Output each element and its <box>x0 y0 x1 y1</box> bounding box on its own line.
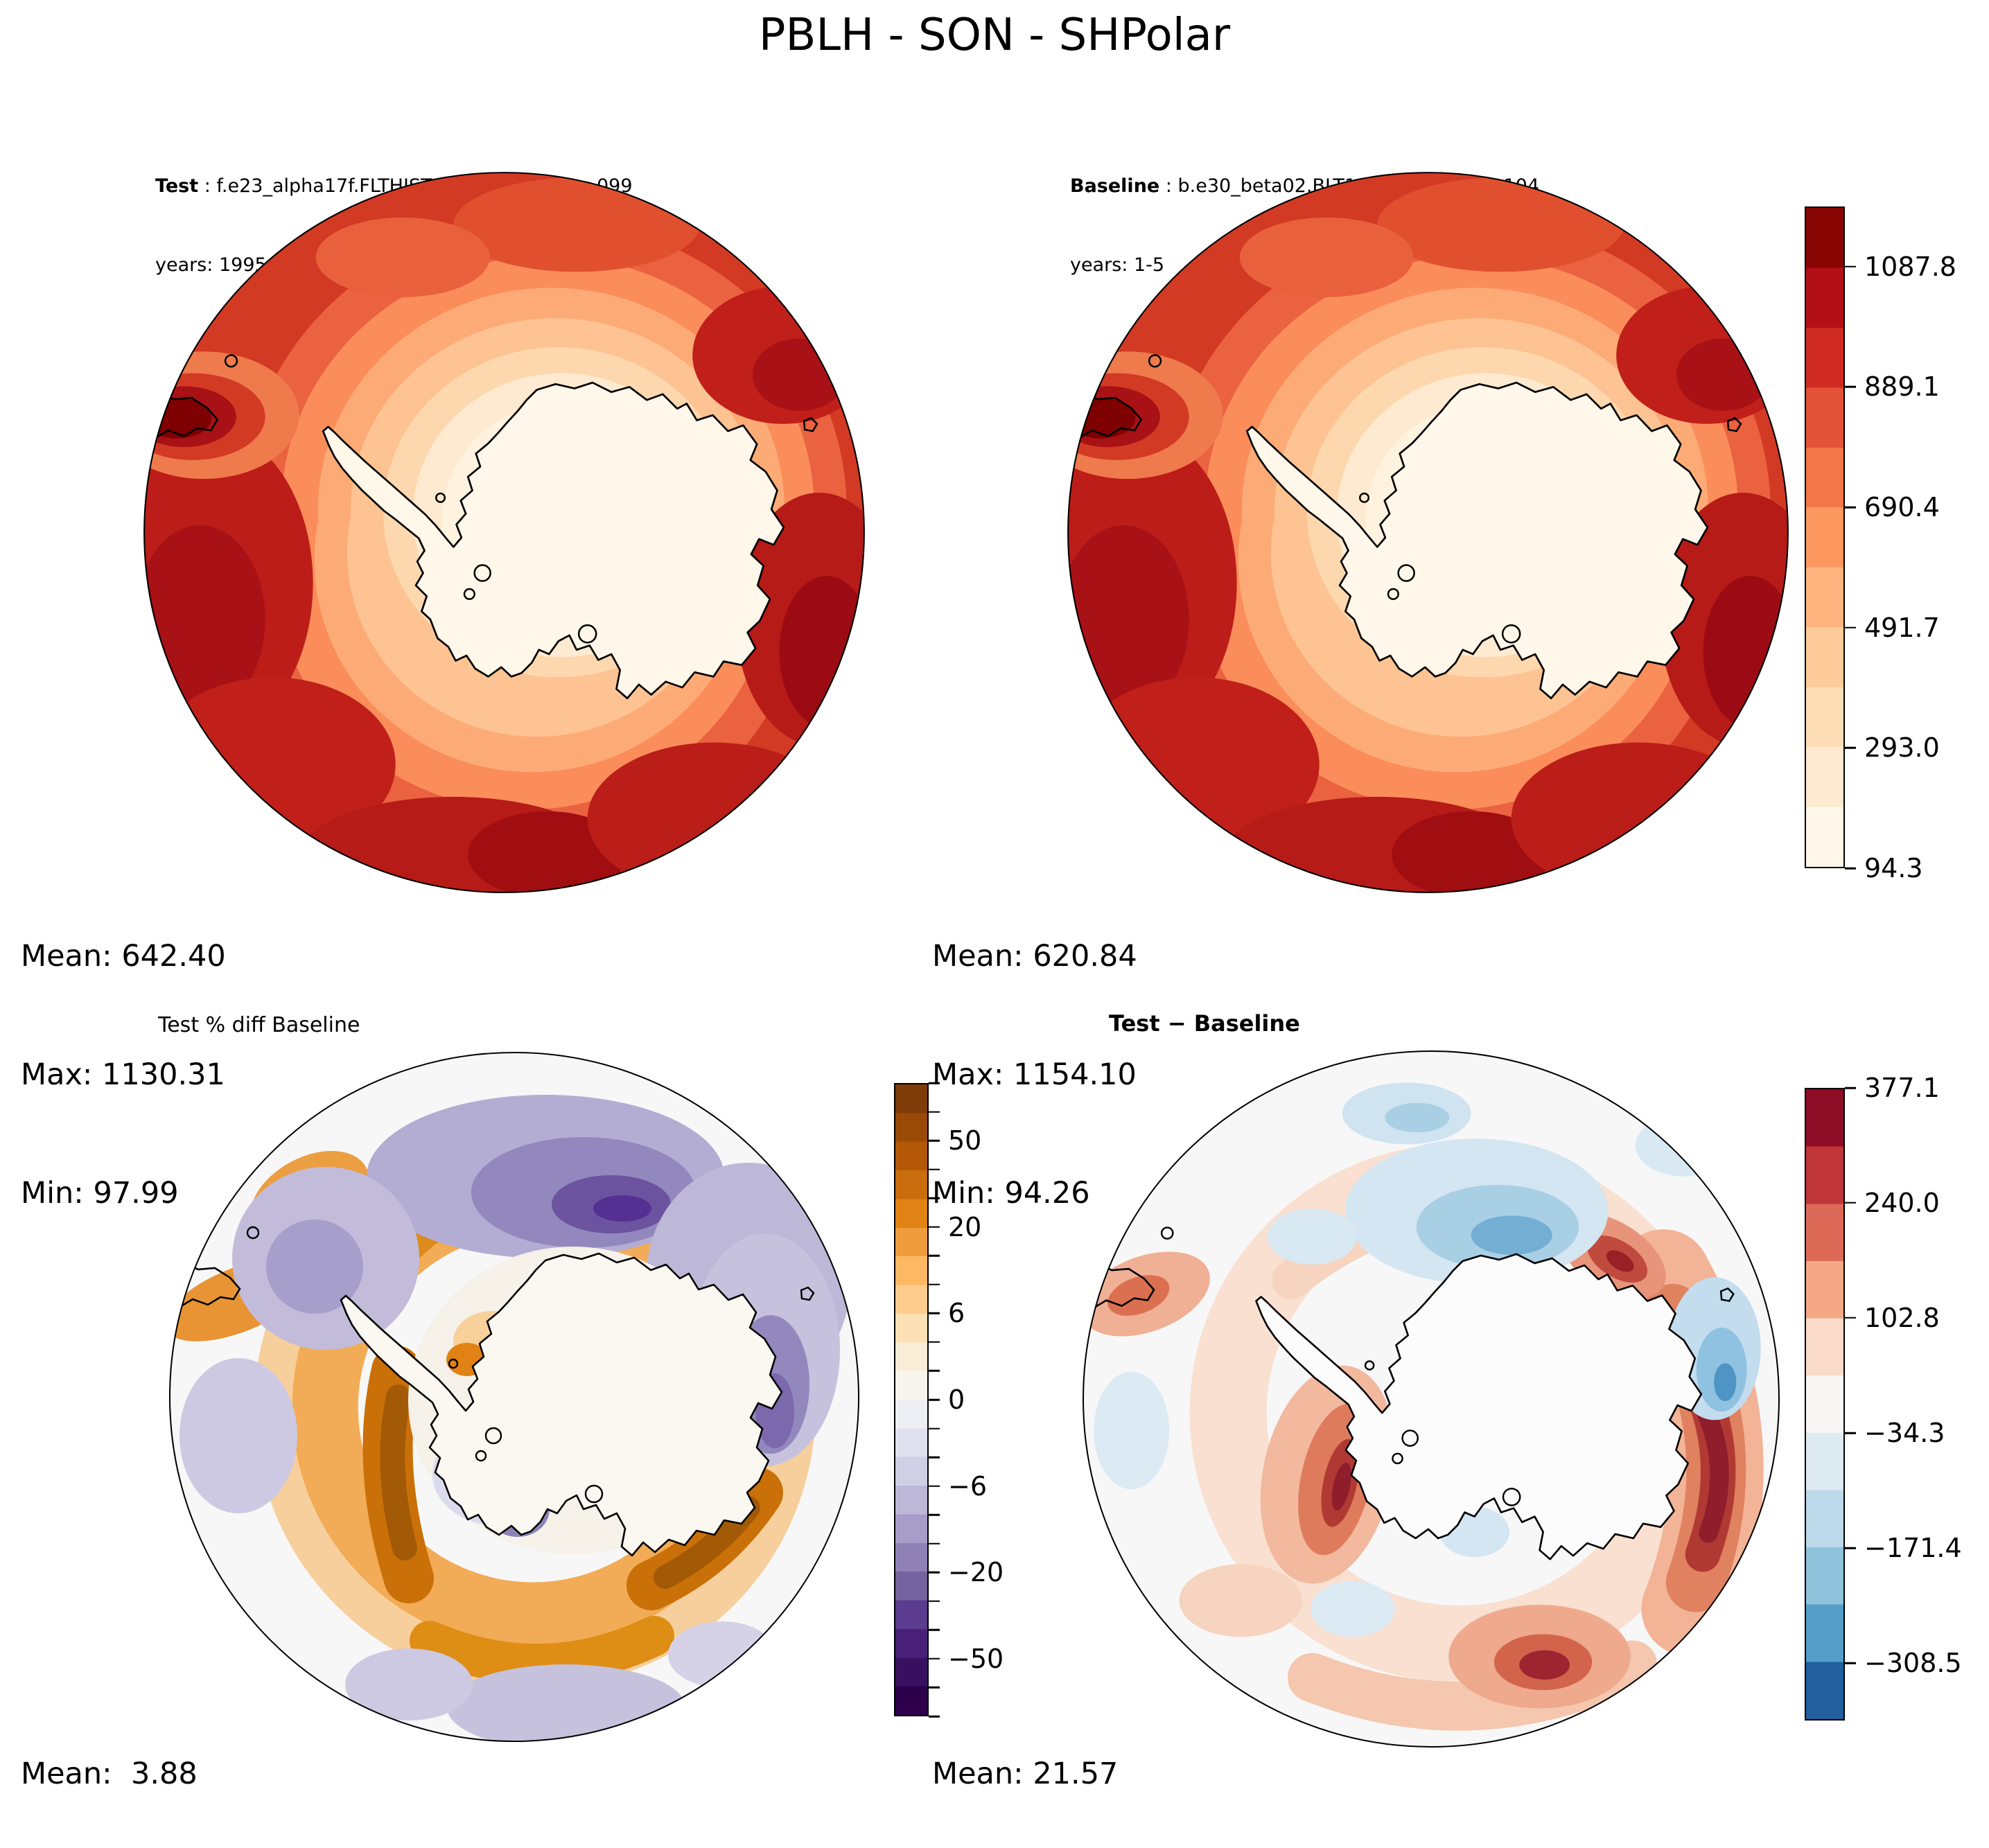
colorbar-tick-label: 889.1 <box>1864 371 1940 403</box>
stat-max: Max: 1154.10 <box>932 1057 1137 1092</box>
colorbar-tick <box>1845 1317 1856 1319</box>
stat-max: Max: 1130.31 <box>21 1057 225 1092</box>
colorbar-tick-label: 293.0 <box>1864 732 1940 764</box>
colorbar-diff: 377.1 240.0 102.8 −34.3 −171.4 −308.5 <box>1805 1073 1962 1721</box>
colorbar-tick <box>929 1111 940 1113</box>
contour-field-test <box>142 170 866 895</box>
stats-baseline: Mean: 620.84 Max: 1154.10 Min: 94.26 <box>932 858 1137 1292</box>
baseline-run-name: Baseline <box>1070 175 1160 197</box>
colorbar-tick-label: 102.8 <box>1864 1302 1940 1333</box>
contour-field-diff <box>1081 1049 1781 1749</box>
colorbar-tick <box>929 1600 940 1603</box>
colorbar-tick <box>929 1398 940 1401</box>
colorbar-tick <box>929 1571 940 1574</box>
stats-pct-diff: Mean: 3.88 Max: 71.14 Min: -33.26 <box>21 1675 198 1848</box>
colorbar-tick <box>929 1082 940 1084</box>
colorbar-tick <box>1845 386 1856 388</box>
test-run-name: Test <box>155 175 199 197</box>
colorbar-tick <box>929 1139 940 1142</box>
colorbar-tick-label: 50 <box>948 1125 982 1156</box>
colorbar-tick <box>929 1341 940 1344</box>
map-boundary-circle <box>143 172 865 893</box>
colorbar-tick-label: −50 <box>948 1643 1004 1674</box>
colorbar-tick <box>929 1283 940 1286</box>
colorbar-tick <box>1845 506 1856 509</box>
colorbar-tick <box>1845 747 1856 749</box>
colorbar-tick <box>929 1226 940 1228</box>
colorbar-tick-label: 690.4 <box>1864 492 1940 523</box>
colorbar-tick-label: −34.3 <box>1864 1418 1945 1449</box>
stats-diff: Mean: 21.57 Max: 377.07 Min: -255.55 <box>932 1675 1119 1848</box>
stats-test: Mean: 642.40 Max: 1130.31 Min: 97.99 <box>21 858 226 1292</box>
stat-mean: Mean: 3.88 <box>21 1757 198 1791</box>
stat-mean: Mean: 642.40 <box>21 939 226 974</box>
test-run-sep: : <box>198 175 217 197</box>
colorbar-tick-label: 1087.8 <box>1864 251 1956 282</box>
map-boundary-circle <box>1067 172 1789 893</box>
colorbar-pct-diff: 50 20 6 0 −6 −20 −50 <box>894 1082 1004 1718</box>
map-boundary-circle <box>169 1052 859 1742</box>
colorbar-diff-gradient <box>1805 1088 1845 1721</box>
colorbar-tick <box>1845 867 1856 870</box>
colorbar-tick <box>929 1312 940 1314</box>
colorbar-pct-gradient <box>894 1083 929 1716</box>
map-baseline-panel <box>1066 170 1790 895</box>
colorbar-tick-label: 6 <box>948 1298 965 1329</box>
baseline-run-sep: : <box>1159 175 1178 197</box>
map-test-panel <box>142 170 866 895</box>
colorbar-tick <box>929 1427 940 1429</box>
colorbar-tick <box>929 1629 940 1631</box>
stat-mean: Mean: 21.57 <box>932 1757 1119 1791</box>
pct-diff-panel-title: Test % diff Baseline <box>158 1013 360 1037</box>
colorbar-tick-label: 491.7 <box>1864 612 1940 643</box>
colorbar-tick <box>1845 265 1856 268</box>
colorbar-tick <box>929 1657 940 1660</box>
colorbar-tick-label: 0 <box>948 1384 965 1415</box>
colorbar-tick <box>929 1168 940 1170</box>
colorbar-tick <box>929 1715 940 1718</box>
colorbar-tick <box>929 1513 940 1516</box>
stat-mean: Mean: 620.84 <box>932 939 1137 974</box>
stat-min: Min: 97.99 <box>21 1176 179 1211</box>
stat-min: Min: 94.26 <box>932 1176 1090 1211</box>
colorbar-tick-label: −171.4 <box>1864 1533 1962 1564</box>
baseline-run-years: years: 1-5 <box>1070 254 1165 276</box>
colorbar-tick <box>929 1485 940 1487</box>
colorbar-tick <box>1845 1432 1856 1434</box>
contour-field-baseline <box>1066 170 1790 895</box>
colorbar-tick <box>929 1542 940 1545</box>
colorbar-tick <box>929 1254 940 1257</box>
colorbar-tick <box>929 1197 940 1199</box>
colorbar-tick-label: −308.5 <box>1864 1648 1962 1678</box>
contour-field-pct-diff <box>168 1050 861 1743</box>
colorbar-tick-label: 94.3 <box>1864 853 1923 883</box>
map-diff-panel <box>1081 1049 1781 1749</box>
map-boundary-circle <box>1083 1050 1780 1748</box>
figure-title: PBLH - SON - SHPolar <box>758 10 1231 61</box>
colorbar-tick-label: 20 <box>948 1211 982 1242</box>
colorbar-main: 1087.8 889.1 690.4 491.7 293.0 94.3 <box>1805 206 1956 883</box>
colorbar-tick <box>1845 1662 1856 1664</box>
colorbar-tick <box>1845 626 1856 628</box>
colorbar-main-gradient <box>1805 206 1845 868</box>
map-pct-diff-panel <box>168 1050 861 1743</box>
colorbar-tick <box>1845 1086 1856 1089</box>
colorbar-tick-label: −6 <box>948 1470 988 1502</box>
colorbar-tick-label: 377.1 <box>1864 1073 1940 1103</box>
diff-panel-title: Test − Baseline <box>1109 1010 1300 1037</box>
colorbar-tick <box>929 1687 940 1689</box>
colorbar-tick <box>929 1370 940 1372</box>
colorbar-tick <box>1845 1547 1856 1549</box>
colorbar-tick-label: −20 <box>948 1557 1004 1588</box>
colorbar-tick-label: 240.0 <box>1864 1187 1940 1218</box>
colorbar-tick <box>929 1456 940 1459</box>
colorbar-tick <box>1845 1202 1856 1204</box>
